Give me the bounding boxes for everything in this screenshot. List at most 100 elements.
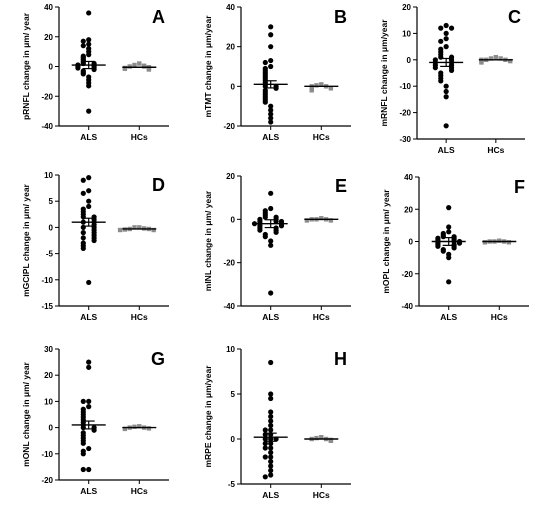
data-point-als: [268, 290, 274, 296]
y-tick-label: -5: [228, 480, 236, 489]
x-tick-label: HCs: [131, 312, 148, 322]
data-point-als: [91, 237, 97, 244]
y-tick-label: 5: [231, 390, 236, 399]
data-point-als: [86, 108, 92, 114]
data-point-als: [435, 243, 441, 249]
data-point-hcs: [314, 83, 319, 88]
panel-c: -30 -20 -10 0 10 20 ALS HCs mRNFL change in μm/y…: [379, 3, 525, 155]
panel-h: -5 0 5 10 ALS HCs mRPE change in μm/year H: [203, 345, 351, 500]
panel-label: G: [151, 349, 165, 369]
y-tick-label: 0: [231, 435, 236, 444]
y-tick-label: 20: [44, 33, 53, 42]
data-point-hcs: [508, 58, 513, 64]
data-point-als: [80, 43, 86, 49]
panel-e: -40 -20 0 20 ALS HCs mINL change in μm/ year E: [203, 172, 351, 322]
data-point-als: [268, 32, 274, 38]
data-point-als: [80, 466, 86, 473]
data-point-als: [451, 245, 457, 251]
data-point-als: [268, 395, 274, 402]
x-tick-label: HCs: [491, 312, 508, 322]
y-axis-label: pRNFL change in μm/ year: [21, 12, 31, 120]
data-point-als: [268, 422, 274, 429]
data-point-hcs: [497, 238, 502, 243]
x-tick-label: HCs: [131, 132, 148, 142]
data-point-als: [268, 238, 274, 244]
x-tick-label: HCs: [487, 145, 504, 155]
y-tick-label: 0: [49, 223, 54, 232]
y-tick-label: -30: [399, 135, 411, 144]
data-point-hcs: [151, 227, 156, 233]
data-point-als: [268, 472, 274, 478]
data-point-als: [86, 364, 92, 370]
y-tick-label: -40: [223, 302, 235, 311]
data-point-als: [432, 65, 438, 71]
data-point-als: [80, 245, 86, 251]
data-point-hcs: [122, 426, 128, 432]
y-tick-label: 0: [49, 63, 54, 72]
data-point-als: [80, 177, 86, 183]
panel-label: D: [152, 175, 165, 195]
x-tick-label: ALS: [80, 132, 97, 142]
data-point-hcs: [137, 424, 142, 429]
data-point-hcs: [314, 435, 319, 441]
data-point-hcs: [127, 64, 132, 69]
data-point-als: [268, 111, 274, 117]
x-tick-label: HCs: [313, 132, 330, 142]
panel-g: -20 -10 0 10 20 30 ALS HCs mONL change in μm/ ye…: [21, 345, 169, 496]
data-point-als: [268, 427, 274, 433]
data-point-als: [86, 52, 92, 58]
data-point-als: [80, 38, 86, 44]
panel-b: -20 0 20 40 ALS HCs mTMT change in μm/year B: [203, 3, 351, 142]
data-point-als: [268, 205, 274, 212]
data-point-als: [446, 224, 452, 230]
data-point-als: [268, 115, 274, 121]
data-point-als: [86, 175, 92, 181]
panel-label: C: [508, 7, 521, 27]
y-tick-label: -20: [223, 122, 235, 131]
x-tick-label: ALS: [262, 490, 279, 500]
data-point-als: [268, 463, 274, 469]
data-point-hcs: [328, 438, 334, 443]
data-point-als: [262, 474, 268, 480]
y-tick-label: -10: [41, 450, 53, 459]
x-tick-label: ALS: [80, 312, 97, 322]
x-tick-label: ALS: [440, 312, 457, 322]
data-point-als: [448, 67, 455, 73]
data-point-hcs: [319, 435, 324, 440]
data-point-als: [86, 404, 92, 410]
y-tick-label: 20: [402, 3, 411, 12]
data-point-hcs: [479, 60, 484, 65]
data-point-als: [262, 214, 268, 220]
panel-label: A: [152, 7, 165, 27]
data-point-als: [80, 398, 86, 404]
data-point-als: [268, 391, 274, 397]
data-point-als: [268, 44, 274, 50]
data-point-als: [268, 418, 274, 424]
y-tick-label: -20: [223, 259, 235, 268]
data-point-als: [86, 445, 92, 452]
data-point-hcs: [304, 218, 310, 223]
data-point-als: [448, 25, 455, 31]
data-point-als: [86, 10, 92, 16]
data-point-als: [86, 203, 92, 210]
y-axis-label: mTMT change in μm/year: [203, 15, 213, 118]
y-tick-label: 10: [226, 345, 235, 354]
y-axis-label: mGCIPL change in μm/ year: [21, 183, 31, 296]
data-point-als: [268, 440, 274, 447]
data-point-als: [443, 30, 449, 36]
y-tick-label: 10: [402, 29, 411, 38]
data-point-hcs: [132, 225, 137, 230]
data-point-als: [86, 279, 92, 286]
y-tick-label: 10: [44, 171, 53, 180]
data-point-hcs: [488, 56, 494, 61]
y-tick-label: -20: [401, 270, 413, 279]
data-point-als: [440, 234, 446, 240]
data-point-als: [268, 57, 274, 64]
data-point-hcs: [309, 88, 314, 93]
x-tick-label: ALS: [80, 486, 97, 496]
data-point-als: [80, 440, 86, 446]
data-point-als: [268, 63, 274, 70]
data-point-als: [443, 36, 449, 42]
data-point-als: [278, 223, 285, 229]
